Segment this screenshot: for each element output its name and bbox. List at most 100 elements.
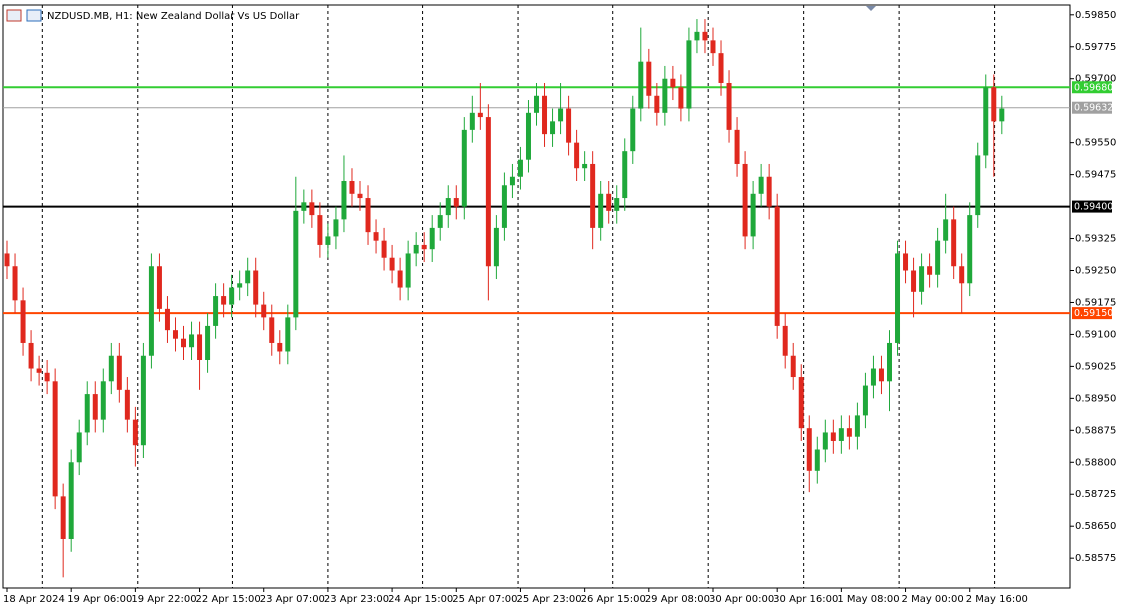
- level-label-box: [1072, 307, 1112, 320]
- candle-body: [317, 215, 323, 245]
- candle-body: [702, 31, 708, 41]
- candle-body: [854, 415, 860, 437]
- y-tick-label: 0.58725: [1075, 489, 1116, 500]
- candle-body: [205, 325, 211, 360]
- candle-body: [822, 432, 828, 450]
- candle-body: [798, 377, 804, 429]
- x-tick-label: 1 May 08:00: [837, 594, 899, 605]
- candle-body: [100, 381, 106, 420]
- candle-body: [253, 270, 259, 305]
- candle-body: [261, 304, 267, 318]
- x-tick-label: 2 May 16:00: [966, 594, 1028, 605]
- candle-body: [148, 266, 154, 356]
- candle-body: [124, 389, 130, 420]
- x-tick-label: 24 Apr 15:00: [388, 594, 453, 605]
- candle-body: [373, 232, 379, 241]
- candle-body: [245, 270, 251, 284]
- y-tick-label: 0.59100: [1075, 329, 1116, 340]
- candle-body: [277, 342, 283, 352]
- candle-body: [943, 219, 949, 241]
- candle-body: [172, 330, 178, 339]
- candle-body: [36, 368, 42, 373]
- y-tick-label: 0.59475: [1075, 170, 1116, 181]
- candle-body: [116, 355, 122, 390]
- candle-body: [341, 181, 347, 220]
- candle-body: [156, 266, 162, 309]
- candle-body: [862, 385, 868, 416]
- x-tick-label: 19 Apr 06:00: [67, 594, 132, 605]
- candle-body: [197, 334, 203, 360]
- plot-frame: [2, 4, 1071, 589]
- candle-body: [750, 193, 756, 237]
- candle-body: [830, 432, 836, 441]
- candle-body: [959, 266, 965, 284]
- y-tick-label: 0.59025: [1075, 361, 1116, 372]
- candle-body: [622, 151, 628, 199]
- candle-body: [108, 355, 114, 382]
- candle-body: [68, 462, 74, 539]
- candle-body: [421, 244, 427, 250]
- level-label: 0.59632: [1074, 103, 1113, 114]
- candle-body: [44, 372, 50, 382]
- candle-body: [694, 31, 700, 41]
- candle-body: [734, 129, 740, 164]
- candle-body: [726, 82, 732, 130]
- candle-body: [28, 342, 34, 369]
- candle-body: [870, 368, 876, 386]
- candle-body: [405, 253, 411, 288]
- candle-body: [646, 61, 652, 96]
- candle-body: [686, 40, 692, 109]
- candle-body: [84, 394, 90, 433]
- candle-body: [638, 61, 644, 109]
- candle-body: [919, 266, 925, 292]
- candle-body: [782, 325, 788, 356]
- candle-body: [309, 202, 315, 216]
- candle-body: [758, 176, 764, 194]
- y-tick-label: 0.58875: [1075, 425, 1116, 436]
- y-tick-label: 0.59550: [1075, 138, 1116, 149]
- candle-body: [598, 193, 604, 228]
- candle-body: [582, 163, 588, 169]
- y-tick-label: 0.58950: [1075, 393, 1116, 404]
- candle-body: [20, 300, 26, 343]
- candle-body: [381, 240, 387, 258]
- y-tick-label: 0.59250: [1075, 266, 1116, 277]
- candle-body: [670, 78, 676, 88]
- candle-body: [461, 129, 467, 207]
- x-tick-label: 19 Apr 22:00: [131, 594, 196, 605]
- candle-body: [718, 53, 724, 83]
- level-label-box: [1072, 101, 1112, 114]
- level-label: 0.59400: [1074, 202, 1113, 213]
- x-tick-label: 25 Apr 23:00: [516, 594, 581, 605]
- candle-body: [895, 253, 901, 343]
- candle-body: [534, 95, 539, 113]
- candle-body: [525, 112, 531, 160]
- candle-body: [886, 342, 892, 382]
- candle-body: [493, 227, 499, 267]
- level-label: 0.59680: [1074, 82, 1113, 93]
- candle-body: [911, 270, 917, 292]
- candle-body: [189, 334, 195, 348]
- candle-body: [951, 219, 957, 267]
- candle-body: [517, 159, 523, 177]
- candle-body: [509, 176, 515, 186]
- candle-body: [429, 227, 435, 250]
- shift-marker: [866, 6, 876, 11]
- candle-body: [453, 198, 459, 207]
- candle-body: [903, 253, 909, 271]
- candle-body: [790, 355, 796, 378]
- candle-body: [975, 155, 981, 216]
- candle-body: [325, 236, 331, 245]
- x-tick-label: 22 Apr 15:00: [196, 594, 261, 605]
- candle-body: [991, 87, 997, 122]
- x-tick-label: 26 Apr 15:00: [581, 594, 646, 605]
- icon: [6, 9, 22, 22]
- x-tick-label: 30 Apr 16:00: [773, 594, 838, 605]
- y-tick-label: 0.58575: [1075, 553, 1116, 564]
- candle-body: [4, 253, 10, 267]
- y-tick-label: 0.58650: [1075, 521, 1116, 532]
- toolbar-icons: [6, 9, 42, 22]
- candle-body: [477, 112, 483, 118]
